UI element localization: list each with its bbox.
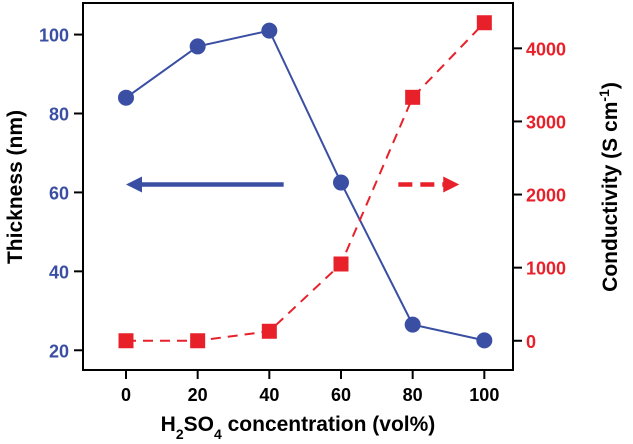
x-axis-label: H2SO4 concentration (vol%) — [161, 413, 436, 442]
left-tick-label: 40 — [49, 262, 69, 282]
conductivity-point-60 — [333, 256, 349, 272]
series-markers — [118, 15, 493, 349]
left-tick-label: 60 — [49, 183, 69, 203]
thickness-point-40 — [261, 22, 278, 39]
conductivity-point-40 — [261, 323, 277, 339]
thickness-point-60 — [333, 174, 349, 191]
plot-frame — [82, 2, 514, 371]
x-axis-ticks: 0 20 40 60 80 100 — [121, 370, 499, 405]
conductivity-point-80 — [405, 89, 421, 105]
conductivity-point-0 — [118, 333, 134, 349]
left-arrow-head — [126, 176, 142, 193]
right-tick-label: 1000 — [526, 259, 566, 279]
x-tick-label: 0 — [121, 385, 131, 405]
right-tick-label: 3000 — [526, 112, 566, 132]
left-tick-label: 20 — [49, 341, 69, 361]
thickness-point-100 — [476, 332, 493, 349]
left-tick-label: 80 — [49, 104, 69, 124]
x-tick-label: 100 — [469, 385, 499, 405]
y-axis-left-label: Thickness (nm) — [4, 110, 27, 264]
series-lines — [125, 22, 486, 342]
thickness-point-20 — [189, 38, 206, 55]
thickness-point-80 — [404, 316, 421, 333]
right-tick-label: 2000 — [526, 186, 566, 206]
right-arrow-head — [443, 176, 460, 193]
left-tick-label: 100 — [39, 26, 69, 46]
conductivity-point-20 — [190, 333, 206, 349]
conductivity-point-100 — [476, 15, 492, 31]
left-axis-ticks: 20 40 60 80 100 — [39, 26, 83, 361]
right-axis-ticks: 0 1000 2000 3000 4000 — [513, 39, 566, 352]
right-tick-label: 0 — [526, 332, 536, 352]
y-axis-right-label: Conductivity (S cm-1) — [596, 82, 622, 292]
direction-arrows — [126, 176, 460, 193]
x-tick-label: 40 — [259, 385, 279, 405]
right-tick-label: 4000 — [526, 39, 566, 59]
x-tick-label: 20 — [188, 385, 208, 405]
thickness-series-line — [125, 29, 485, 342]
x-tick-label: 80 — [403, 385, 423, 405]
x-tick-label: 60 — [331, 385, 351, 405]
thickness-point-0 — [118, 89, 134, 106]
conductivity-series-line — [126, 22, 486, 342]
